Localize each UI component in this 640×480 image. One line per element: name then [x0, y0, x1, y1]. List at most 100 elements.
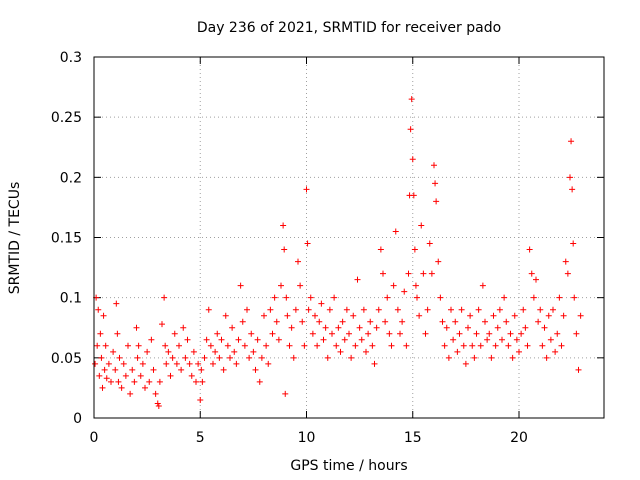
data-point [244, 306, 250, 313]
data-point [198, 366, 205, 373]
data-point [403, 342, 410, 349]
data-point [135, 342, 142, 349]
data-point [471, 354, 478, 361]
data-point [178, 366, 185, 373]
data-point [125, 342, 131, 349]
data-point [567, 174, 573, 181]
data-point [248, 330, 255, 337]
data-point [283, 294, 290, 301]
y-axis-title: SRMTID / TECUs [7, 182, 23, 295]
data-point [518, 330, 525, 337]
data-point [503, 318, 510, 325]
data-point [537, 306, 544, 313]
data-point [254, 336, 261, 343]
data-point [479, 282, 486, 289]
y-tick-label: 0.1 [60, 291, 82, 307]
data-point [416, 312, 423, 319]
data-point [165, 348, 172, 355]
data-point [414, 294, 420, 301]
data-point [435, 258, 442, 265]
data-point [318, 300, 325, 307]
data-point [155, 402, 162, 409]
data-point [541, 324, 548, 331]
y-tick-label: 0.3 [60, 50, 82, 66]
data-point [290, 354, 297, 361]
data-point [139, 360, 146, 367]
data-point [288, 324, 295, 331]
data-point [314, 342, 321, 349]
data-point [450, 336, 457, 343]
data-point [118, 384, 125, 391]
data-point [256, 378, 263, 385]
data-point [102, 342, 109, 349]
data-point [303, 186, 310, 193]
data-point [573, 330, 580, 337]
data-point [356, 324, 363, 331]
data-point [571, 294, 578, 301]
data-point [458, 306, 465, 313]
data-point [445, 354, 452, 361]
data-point [304, 240, 311, 247]
data-point [545, 312, 552, 319]
y-tick-label: 0 [73, 411, 82, 427]
data-point [134, 354, 141, 361]
data-point [371, 360, 378, 367]
data-point [460, 342, 467, 349]
data-point [116, 354, 123, 361]
x-tick-label: 5 [196, 430, 205, 446]
data-point [499, 336, 505, 343]
data-point [159, 321, 165, 328]
x-tick-label: 10 [298, 430, 316, 446]
data-point [335, 324, 342, 331]
data-point [533, 276, 539, 283]
data-point [384, 294, 391, 301]
data-point [161, 294, 168, 301]
data-point [509, 354, 516, 361]
data-point [96, 372, 103, 379]
data-point [265, 360, 272, 367]
data-point [408, 96, 415, 103]
data-point [428, 270, 435, 277]
data-point [224, 342, 231, 349]
data-point [331, 294, 338, 301]
data-point [201, 354, 208, 361]
data-point [348, 354, 355, 361]
data-point [235, 336, 242, 343]
x-tick-label: 15 [404, 430, 422, 446]
data-point [490, 312, 497, 319]
data-point [142, 384, 148, 391]
data-point [405, 270, 412, 277]
data-point [526, 246, 533, 253]
chart-title: Day 236 of 2021, SRMTID for receiver pad… [197, 20, 501, 36]
data-point [263, 342, 270, 349]
y-tick-label: 0.15 [51, 231, 82, 247]
data-point [363, 348, 369, 355]
data-point [133, 324, 140, 331]
data-point [433, 198, 440, 205]
data-point [352, 342, 359, 349]
data-point [424, 306, 431, 313]
data-point [547, 336, 554, 343]
data-point [275, 336, 282, 343]
data-point [530, 294, 537, 301]
data-point [103, 375, 110, 382]
data-point [467, 312, 474, 319]
data-point [341, 336, 348, 343]
data-point [539, 342, 546, 349]
data-point [354, 276, 361, 283]
data-point [448, 306, 454, 313]
data-point [269, 330, 276, 337]
data-point [564, 270, 571, 277]
data-point [99, 384, 106, 391]
data-point [556, 294, 563, 301]
data-point [329, 330, 335, 337]
data-point [562, 258, 569, 265]
data-point [282, 390, 289, 397]
data-point [101, 366, 108, 373]
data-point [110, 348, 117, 355]
data-point [412, 282, 419, 289]
data-point [388, 342, 395, 349]
data-point [411, 246, 418, 253]
data-point [477, 342, 484, 349]
data-point [369, 342, 376, 349]
